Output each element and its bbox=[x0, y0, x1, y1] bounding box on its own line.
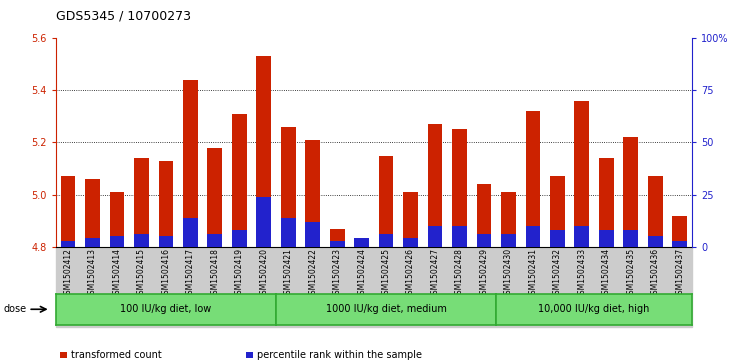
Bar bbox=[183, 80, 198, 247]
Bar bbox=[501, 192, 516, 247]
Bar bbox=[134, 158, 149, 247]
Bar bbox=[599, 230, 614, 247]
Bar bbox=[61, 241, 75, 247]
Bar bbox=[673, 216, 687, 247]
Bar bbox=[550, 176, 565, 247]
Text: 10,000 IU/kg diet, high: 10,000 IU/kg diet, high bbox=[539, 305, 650, 314]
Text: transformed count: transformed count bbox=[71, 350, 161, 360]
Bar bbox=[109, 192, 124, 247]
Bar bbox=[354, 242, 369, 247]
Bar bbox=[208, 234, 222, 247]
Bar bbox=[330, 241, 344, 247]
Bar bbox=[354, 238, 369, 247]
Bar bbox=[158, 161, 173, 247]
Bar bbox=[501, 234, 516, 247]
Bar bbox=[403, 238, 418, 247]
Text: 1000 IU/kg diet, medium: 1000 IU/kg diet, medium bbox=[326, 305, 446, 314]
Bar bbox=[428, 226, 443, 247]
Bar bbox=[305, 222, 320, 247]
Bar bbox=[574, 101, 589, 247]
Bar bbox=[452, 226, 466, 247]
Bar bbox=[305, 140, 320, 247]
Bar bbox=[525, 111, 540, 247]
Bar bbox=[599, 158, 614, 247]
Bar bbox=[623, 230, 638, 247]
Bar bbox=[134, 234, 149, 247]
Bar bbox=[648, 236, 663, 247]
Bar bbox=[379, 155, 394, 247]
Bar bbox=[281, 217, 295, 247]
Bar bbox=[525, 226, 540, 247]
Bar bbox=[85, 179, 100, 247]
Bar bbox=[574, 226, 589, 247]
Bar bbox=[648, 176, 663, 247]
Bar bbox=[232, 114, 247, 247]
Text: dose: dose bbox=[4, 304, 27, 314]
Text: percentile rank within the sample: percentile rank within the sample bbox=[257, 350, 422, 360]
Bar bbox=[183, 217, 198, 247]
Bar bbox=[158, 236, 173, 247]
Bar bbox=[232, 230, 247, 247]
Bar bbox=[281, 127, 295, 247]
Bar bbox=[85, 238, 100, 247]
Bar bbox=[428, 124, 443, 247]
Bar bbox=[208, 148, 222, 247]
Bar bbox=[550, 230, 565, 247]
Text: GDS5345 / 10700273: GDS5345 / 10700273 bbox=[56, 9, 190, 22]
Bar bbox=[257, 197, 271, 247]
Bar bbox=[403, 192, 418, 247]
Bar bbox=[477, 184, 491, 247]
Text: 100 IU/kg diet, low: 100 IU/kg diet, low bbox=[121, 305, 211, 314]
Bar bbox=[257, 56, 271, 247]
Bar bbox=[109, 236, 124, 247]
Bar bbox=[623, 137, 638, 247]
Bar bbox=[379, 234, 394, 247]
Bar bbox=[61, 176, 75, 247]
Bar bbox=[330, 229, 344, 247]
Bar bbox=[452, 130, 466, 247]
Bar bbox=[477, 234, 491, 247]
Bar bbox=[673, 241, 687, 247]
